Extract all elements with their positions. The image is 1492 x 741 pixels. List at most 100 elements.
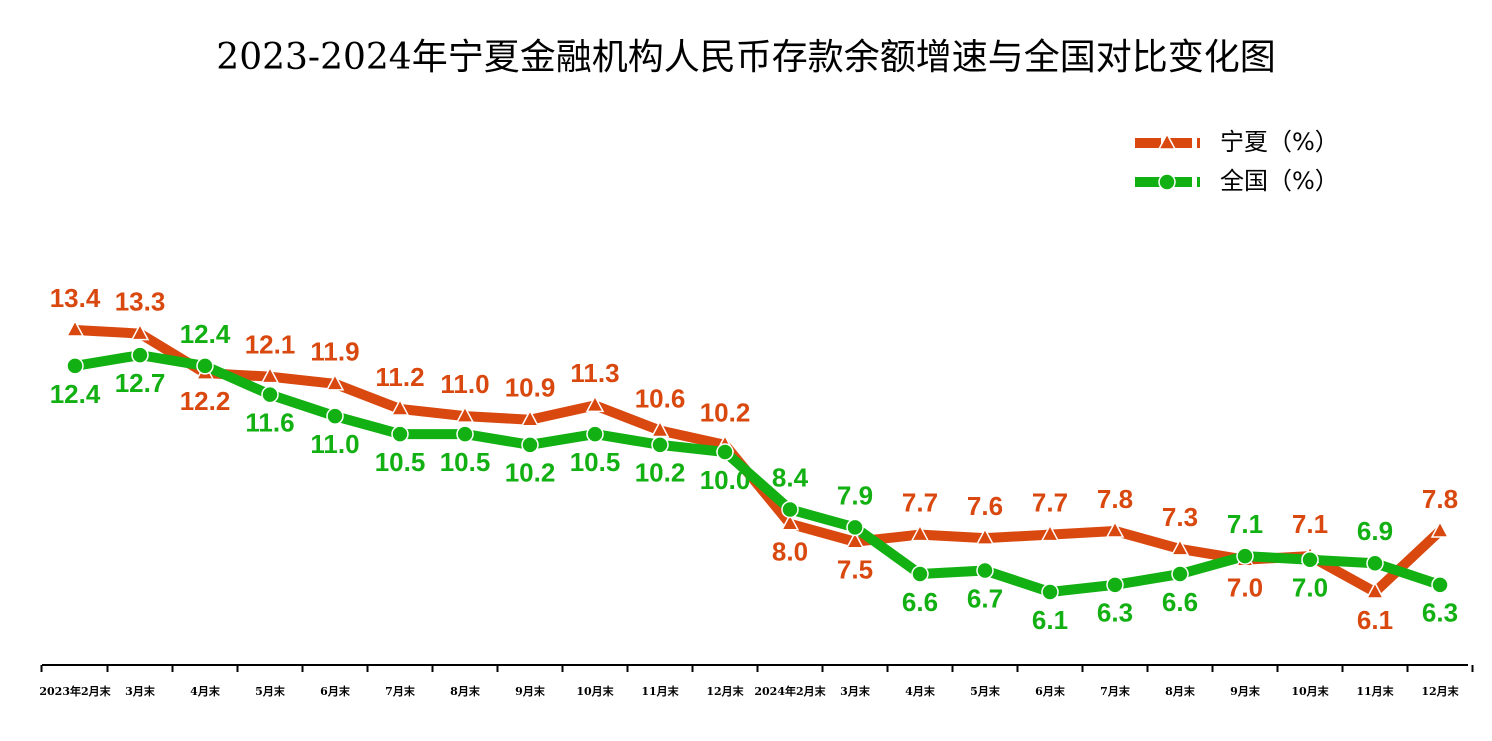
marker (1040, 523, 1060, 542)
data-label: 7.6 (967, 491, 1003, 521)
marker (910, 523, 930, 542)
x-tick-label: 11月末 (1356, 684, 1394, 698)
legend-marker (1157, 132, 1177, 150)
data-label: 11.0 (440, 369, 489, 399)
data-label: 10.5 (440, 447, 491, 477)
marker (520, 409, 540, 427)
x-tick-label: 12月末 (1421, 684, 1459, 698)
data-label: 7.8 (1097, 484, 1133, 514)
x-tick-label: 2023年2月末 (39, 684, 111, 698)
marker (585, 394, 605, 413)
data-label: 7.7 (902, 487, 938, 517)
data-label: 10.0 (700, 465, 751, 495)
marker (260, 366, 280, 384)
x-tick-label: 6月末 (1035, 684, 1066, 698)
data-label: 12.1 (245, 330, 296, 360)
x-tick-label: 9月末 (1230, 684, 1261, 698)
marker (131, 346, 149, 364)
data-label: 10.2 (505, 458, 556, 488)
data-label: 7.0 (1227, 573, 1263, 603)
marker (1170, 538, 1190, 556)
data-label: 7.8 (1422, 484, 1458, 514)
marker (846, 518, 864, 537)
series-line (74, 325, 1444, 597)
x-tick-label: 5月末 (970, 684, 1001, 698)
x-tick-label: 8月末 (450, 684, 481, 698)
marker (196, 357, 214, 375)
data-label: 11.9 (310, 337, 359, 367)
marker (1105, 520, 1125, 538)
x-tick-label: 12月末 (706, 684, 744, 698)
marker (780, 513, 800, 531)
data-label: 7.1 (1227, 509, 1263, 539)
marker (521, 436, 539, 454)
x-tick-label: 4月末 (190, 684, 221, 698)
marker (586, 425, 604, 443)
data-label: 7.3 (1162, 502, 1198, 532)
marker (716, 443, 734, 461)
marker (325, 373, 345, 391)
marker (975, 527, 995, 545)
marker (65, 319, 85, 337)
legend-label: 宁夏（%） (1220, 128, 1339, 156)
data-label: 11.2 (375, 362, 424, 392)
x-tick-label: 3月末 (125, 684, 156, 698)
x-tick-label: 7月末 (385, 684, 416, 698)
data-label: 6.6 (1162, 587, 1198, 617)
series-line (74, 350, 1442, 597)
data-label: 13.4 (50, 283, 101, 313)
data-label: 10.5 (570, 447, 621, 477)
data-label: 7.1 (1292, 509, 1328, 539)
marker (1171, 565, 1189, 583)
x-tick-label: 4月末 (905, 684, 936, 698)
marker (1431, 576, 1449, 594)
data-label: 7.5 (837, 555, 873, 585)
marker (1106, 576, 1124, 594)
data-label: 7.9 (837, 480, 873, 510)
data-label: 6.1 (1357, 605, 1393, 635)
marker (1366, 554, 1384, 573)
marker (651, 436, 669, 454)
data-label: 10.6 (635, 383, 686, 413)
x-tick-label: 9月末 (515, 684, 546, 698)
marker (976, 561, 994, 580)
data-label: 8.0 (772, 537, 808, 567)
data-label: 11.0 (310, 429, 359, 459)
data-label: 13.3 (115, 286, 166, 316)
marker (391, 425, 409, 443)
data-label: 10.2 (635, 458, 686, 488)
marker (66, 357, 84, 375)
x-tick-label: 2024年2月末 (754, 684, 826, 698)
marker (455, 405, 475, 423)
marker (911, 565, 929, 583)
x-tick-label: 6月末 (320, 684, 351, 698)
data-label: 12.4 (180, 319, 231, 349)
marker (1430, 520, 1450, 538)
x-tick-label: 10月末 (1291, 684, 1329, 698)
chart-title: 2023-2024年宁夏金融机构人民币存款余额增速与全国对比变化图 (216, 37, 1275, 78)
legend-marker (1158, 173, 1176, 191)
data-label: 10.5 (375, 447, 426, 477)
marker (130, 322, 150, 341)
data-label: 11.6 (245, 407, 294, 437)
marker (1236, 547, 1254, 565)
x-tick-label: 7月末 (1100, 684, 1131, 698)
data-label: 12.7 (115, 368, 166, 398)
marker (845, 531, 865, 549)
data-label: 12.2 (180, 386, 231, 416)
marker (456, 425, 474, 443)
data-label: 6.6 (902, 587, 938, 617)
x-tick-label: 11月末 (641, 684, 679, 698)
data-label: 6.3 (1422, 598, 1458, 628)
data-label: 6.1 (1032, 605, 1068, 635)
marker (1365, 581, 1385, 599)
marker (781, 500, 799, 519)
x-tick-label: 8月末 (1165, 684, 1196, 698)
data-label: 12.4 (50, 379, 101, 409)
marker (390, 398, 410, 416)
x-tick-label: 10月末 (576, 684, 614, 698)
data-label: 11.3 (570, 358, 619, 388)
data-label: 7.0 (1292, 573, 1328, 603)
